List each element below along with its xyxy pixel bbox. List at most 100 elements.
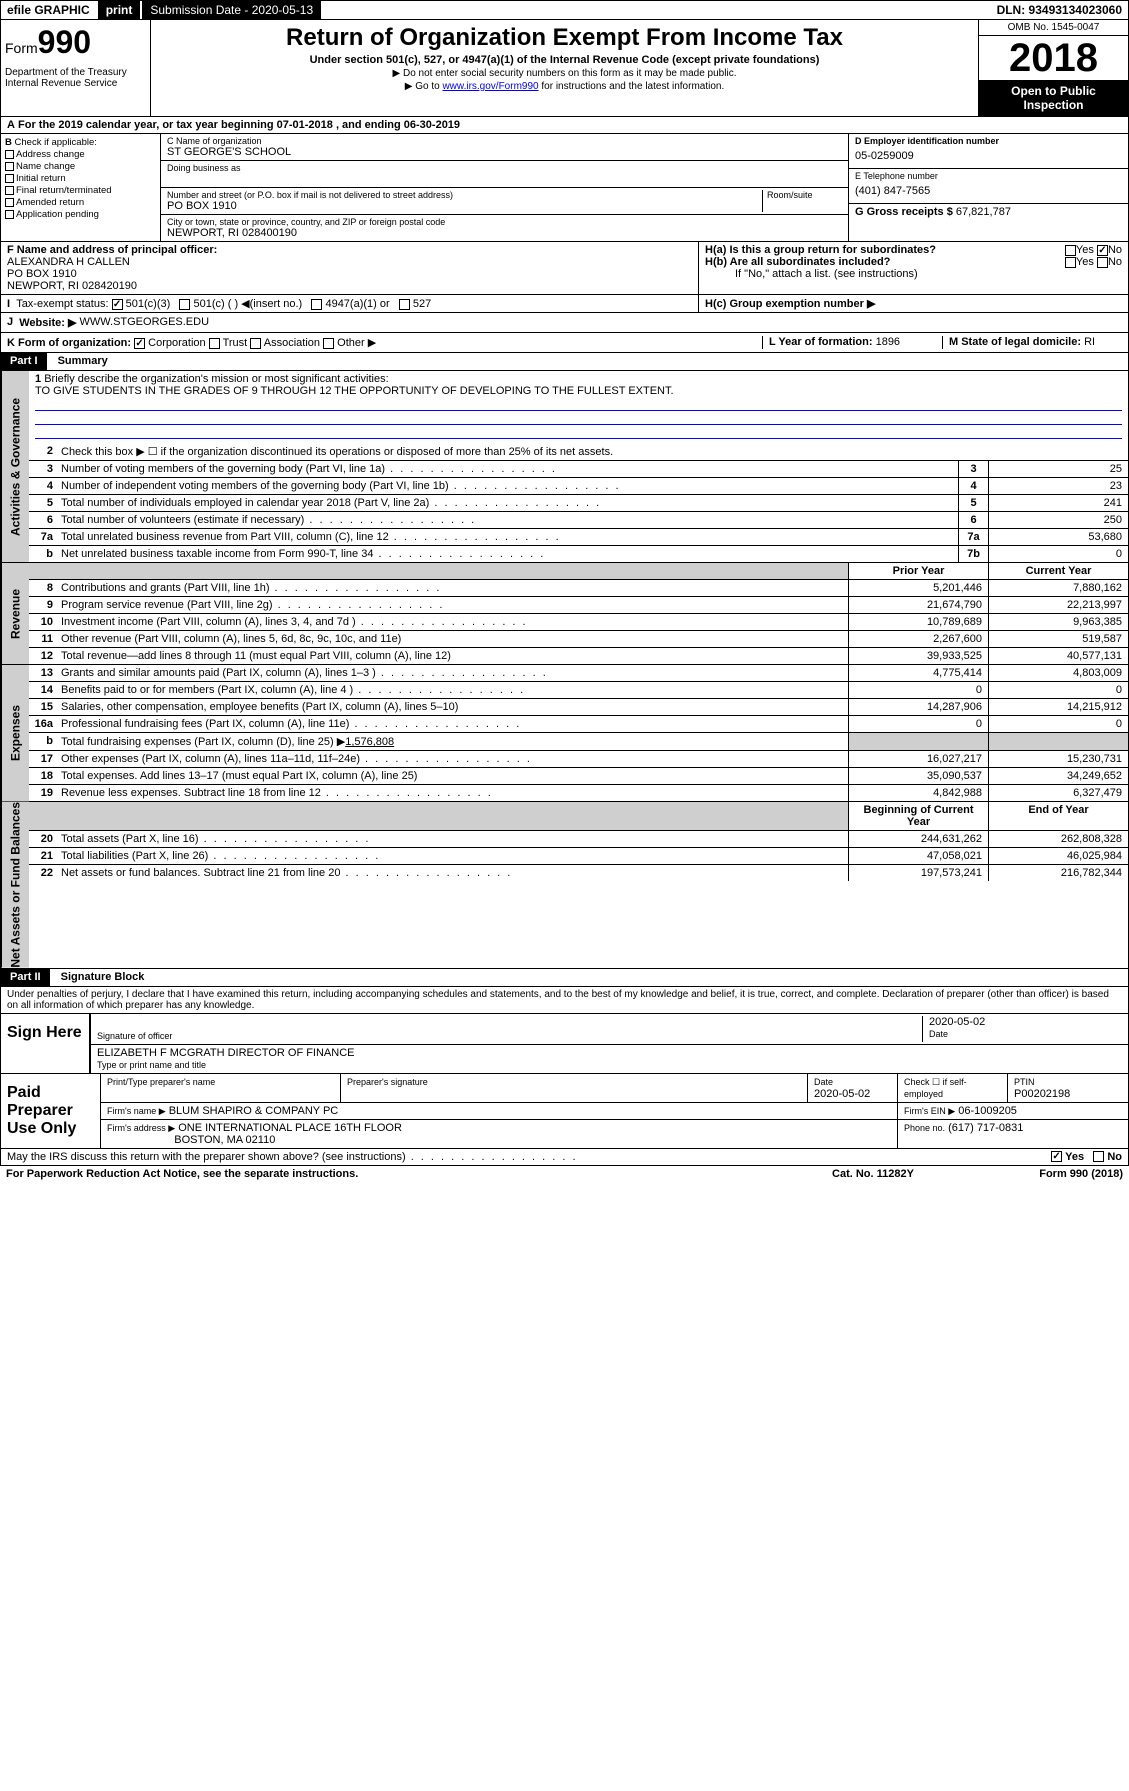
underline [35, 399, 1122, 411]
i-4947[interactable] [311, 299, 322, 310]
note-goto: ▶ Go to www.irs.gov/Form990 for instruct… [155, 81, 974, 92]
date-label: Date [929, 1029, 948, 1039]
sig-officer-label: Signature of officer [97, 1031, 172, 1041]
k-corp[interactable] [134, 338, 145, 349]
dln: DLN: 93493134023060 [991, 1, 1128, 19]
p10: 10,789,689 [848, 614, 988, 630]
discuss-no[interactable] [1093, 1151, 1104, 1162]
col-b: B Check if applicable: Address change Na… [1, 134, 161, 241]
k-assoc[interactable] [250, 338, 261, 349]
activities-governance: Activities & Governance 1 Briefly descri… [0, 371, 1129, 563]
c11: 519,587 [988, 631, 1128, 647]
print-button[interactable]: print [98, 1, 141, 19]
prep-date: 2020-05-02 [814, 1088, 870, 1100]
firm-addr2: BOSTON, MA 02110 [174, 1134, 275, 1146]
gross-receipts: 67,821,787 [956, 206, 1011, 218]
k-o1: Corporation [148, 337, 205, 349]
submission-date: Submission Date - 2020-05-13 [142, 1, 321, 19]
checkbox-pending[interactable] [5, 210, 14, 219]
ha-label: H(a) Is this a group return for subordin… [705, 244, 936, 256]
k-o4: Other ▶ [337, 337, 376, 349]
k-o3: Association [264, 337, 320, 349]
l16a: Professional fundraising fees (Part IX, … [57, 716, 848, 732]
year-formation: 1896 [876, 336, 900, 348]
vtab-activities: Activities & Governance [1, 371, 29, 562]
klm-block: K Form of organization: Corporation Trus… [0, 333, 1129, 353]
checkbox-amended[interactable] [5, 198, 14, 207]
sign-here-label: Sign Here [1, 1014, 91, 1073]
i-501c3[interactable] [112, 299, 123, 310]
i-527[interactable] [399, 299, 410, 310]
p17: 16,027,217 [848, 751, 988, 767]
p12: 39,933,525 [848, 648, 988, 664]
footer-row: For Paperwork Reduction Act Notice, see … [0, 1166, 1129, 1182]
l16b: Total fundraising expenses (Part IX, col… [57, 733, 848, 750]
irs-link[interactable]: www.irs.gov/Form990 [442, 81, 538, 92]
c13: 4,803,009 [988, 665, 1128, 681]
hb-no[interactable] [1097, 257, 1108, 268]
i-o4: 527 [413, 298, 431, 310]
p9: 21,674,790 [848, 597, 988, 613]
form-footer: Form 990 (2018) [973, 1168, 1123, 1180]
l15: Salaries, other compensation, employee b… [57, 699, 848, 715]
discuss-yes[interactable] [1051, 1151, 1062, 1162]
underline [35, 427, 1122, 439]
c22: 216,782,344 [988, 865, 1128, 881]
p19: 4,842,988 [848, 785, 988, 801]
no-text2: No [1108, 256, 1122, 268]
v3: 25 [988, 461, 1128, 477]
f-label: F Name and address of principal officer: [7, 244, 217, 256]
p14: 0 [848, 682, 988, 698]
checkbox-initial[interactable] [5, 174, 14, 183]
p22: 197,573,241 [848, 865, 988, 881]
org-city: NEWPORT, RI 028400190 [167, 227, 842, 239]
yes-text2: Yes [1076, 256, 1094, 268]
v6: 250 [988, 512, 1128, 528]
tax-year-text: For the 2019 calendar year, or tax year … [18, 119, 460, 131]
e-label: E Telephone number [855, 171, 1122, 181]
col-c: C Name of organization ST GEORGE'S SCHOO… [161, 134, 848, 241]
org-name: ST GEORGE'S SCHOOL [167, 146, 842, 158]
ha-yes[interactable] [1065, 245, 1076, 256]
checkbox-name-change[interactable] [5, 162, 14, 171]
form-title: Return of Organization Exempt From Incom… [155, 24, 974, 52]
hb-yes[interactable] [1065, 257, 1076, 268]
ha-no[interactable] [1097, 245, 1108, 256]
goto-pre: ▶ Go to [405, 81, 443, 92]
prior-hdr: Prior Year [848, 563, 988, 579]
firm-name: BLUM SHAPIRO & COMPANY PC [169, 1105, 339, 1117]
k-trust[interactable] [209, 338, 220, 349]
k-o2: Trust [223, 337, 248, 349]
l1-label: Briefly describe the organization's miss… [44, 373, 388, 385]
v7a: 53,680 [988, 529, 1128, 545]
c18: 34,249,652 [988, 768, 1128, 784]
open-inspection: Open to Public Inspection [979, 80, 1128, 116]
room-label: Room/suite [767, 190, 842, 200]
form-header: Form990 Department of the Treasury Inter… [0, 20, 1129, 117]
checkbox-address-change[interactable] [5, 150, 14, 159]
l-label: L Year of formation: [769, 336, 873, 348]
checkbox-final[interactable] [5, 186, 14, 195]
l16b-pre: Total fundraising expenses (Part IX, col… [61, 736, 345, 748]
beg-hdr: Beginning of Current Year [848, 802, 988, 830]
state-domicile: RI [1084, 336, 1095, 348]
i-o1: 501(c)(3) [126, 298, 171, 310]
org-block: B Check if applicable: Address change Na… [0, 134, 1129, 242]
l19: Revenue less expenses. Subtract line 18 … [57, 785, 848, 801]
part-i-hdr: Part I [1, 353, 47, 370]
l7b: Net unrelated business taxable income fr… [57, 546, 958, 562]
sign-here-block: Sign Here Signature of officer 2020-05-0… [0, 1014, 1129, 1074]
officer-addr2: NEWPORT, RI 028420190 [7, 280, 692, 292]
g-label: G Gross receipts $ [855, 206, 953, 218]
discuss-yes-label: Yes [1065, 1151, 1084, 1163]
form-number: Form990 [5, 24, 146, 61]
d-label: D Employer identification number [855, 136, 999, 146]
line-a: A For the 2019 calendar year, or tax yea… [0, 117, 1129, 134]
k-other[interactable] [323, 338, 334, 349]
underline [35, 413, 1122, 425]
hb-label: H(b) Are all subordinates included? [705, 256, 890, 268]
dba-label: Doing business as [167, 163, 842, 173]
prep-h2: Preparer's signature [347, 1077, 428, 1087]
c16a: 0 [988, 716, 1128, 732]
i-501c[interactable] [179, 299, 190, 310]
